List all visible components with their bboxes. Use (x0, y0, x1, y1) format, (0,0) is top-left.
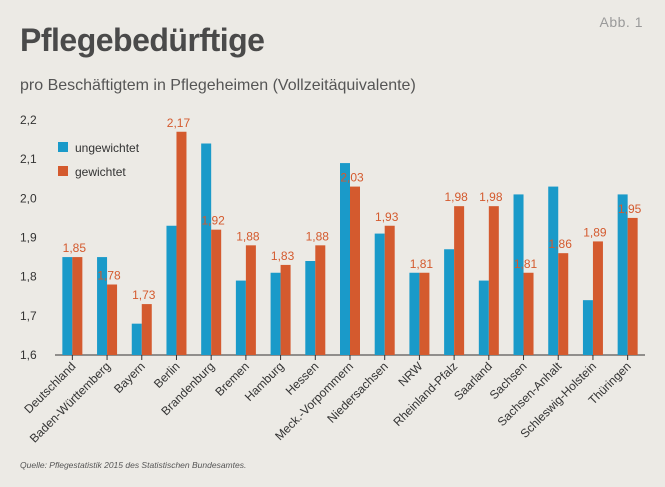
bar-ungewichtet (582, 300, 593, 355)
bar-gewichtet (211, 229, 222, 355)
data-label: 1,92 (201, 214, 225, 228)
bar-gewichtet (384, 225, 395, 355)
bar-ungewichtet (513, 194, 524, 355)
bar-gewichtet (315, 245, 326, 355)
data-label: 1,98 (444, 190, 468, 204)
y-tick-label: 1,9 (20, 231, 37, 245)
data-label: 1,83 (271, 249, 295, 263)
data-label: 1,88 (236, 229, 260, 243)
y-tick-label: 1,6 (20, 348, 37, 362)
data-label: 1,86 (549, 237, 573, 251)
legend-swatch-gewichtet (58, 166, 68, 176)
chart-title: Pflegebedürftige (20, 22, 265, 58)
chart-subtitle: pro Beschäftigtem in Pflegeheimen (Vollz… (20, 77, 416, 94)
bar-gewichtet (419, 272, 430, 355)
data-label: 1,85 (63, 241, 87, 255)
category-label: Rheinland-Pfalz (390, 359, 460, 429)
bar-gewichtet (107, 284, 118, 355)
bar-gewichtet (176, 131, 187, 355)
y-tick-label: 2,1 (20, 152, 37, 166)
bar-ungewichtet (131, 323, 142, 355)
bar-ungewichtet (305, 261, 316, 355)
bar-ungewichtet (548, 186, 559, 355)
bar-ungewichtet (374, 233, 385, 355)
legend-label: gewichtet (75, 165, 126, 179)
bar-gewichtet (523, 272, 534, 355)
bar-ungewichtet (409, 272, 420, 355)
y-tick-label: 1,8 (20, 270, 37, 284)
bar-ungewichtet (235, 280, 246, 355)
bar-ungewichtet (340, 163, 350, 355)
data-label: 1,81 (410, 257, 434, 271)
y-tick-label: 2,2 (20, 113, 37, 127)
data-label: 1,89 (583, 225, 607, 239)
data-label: 2,17 (167, 116, 191, 130)
bar-gewichtet (72, 257, 83, 355)
bar-ungewichtet (97, 257, 108, 355)
bar-gewichtet (245, 245, 256, 355)
bar-gewichtet (141, 304, 152, 355)
bar-ungewichtet (201, 143, 212, 355)
figure-number: Abb. 1 (599, 14, 643, 30)
data-label: 1,95 (618, 202, 642, 216)
category-label: Niedersachsen (324, 359, 391, 426)
data-label: 1,98 (479, 190, 503, 204)
bar-gewichtet (280, 264, 291, 355)
bar-ungewichtet (62, 257, 73, 355)
bar-ungewichtet (617, 194, 628, 355)
data-label: 1,81 (514, 257, 538, 271)
bar-gewichtet (488, 206, 499, 355)
data-label: 2,03 (340, 171, 364, 185)
category-label: Saarland (451, 359, 495, 403)
bar-gewichtet (350, 186, 360, 355)
y-tick-label: 2,0 (20, 191, 37, 205)
category-label: Bayern (111, 359, 148, 396)
data-label: 1,88 (306, 229, 330, 243)
y-tick-label: 1,7 (20, 309, 37, 323)
bar-gewichtet (627, 217, 638, 355)
source-note: Quelle: Pflegestatistik 2015 des Statist… (20, 460, 247, 470)
legend-swatch-ungewichtet (58, 142, 68, 152)
category-label: Berlin (151, 359, 183, 391)
bar-gewichtet (558, 253, 569, 355)
category-label: NRW (396, 359, 426, 389)
bar-ungewichtet (166, 225, 177, 355)
data-label: 1,78 (97, 269, 121, 283)
bar-ungewichtet (478, 280, 489, 355)
data-label: 1,73 (132, 288, 156, 302)
bar-gewichtet (454, 206, 465, 355)
data-label: 1,93 (375, 210, 399, 224)
bar-ungewichtet (444, 249, 455, 355)
bar-gewichtet (592, 241, 603, 355)
bar-ungewichtet (270, 272, 281, 355)
legend-label: ungewichtet (75, 141, 140, 155)
